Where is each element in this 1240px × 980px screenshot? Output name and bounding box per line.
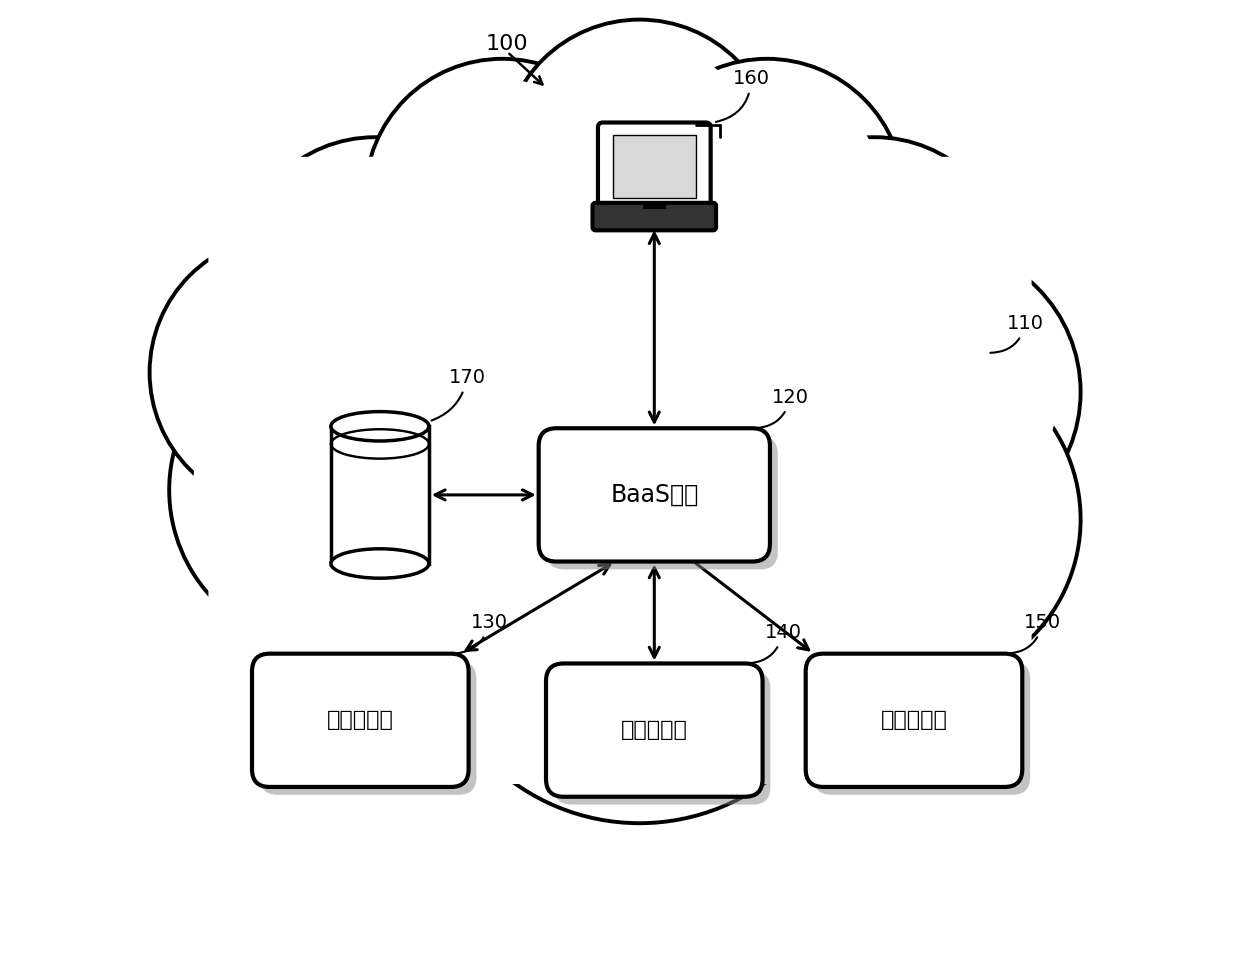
Circle shape (630, 59, 904, 333)
FancyBboxPatch shape (546, 663, 763, 797)
Circle shape (758, 158, 992, 391)
FancyBboxPatch shape (252, 654, 469, 787)
Circle shape (170, 256, 403, 489)
FancyBboxPatch shape (593, 203, 715, 230)
Text: 130: 130 (454, 613, 507, 654)
Circle shape (786, 245, 1080, 539)
Text: 区块链网络: 区块链网络 (327, 710, 394, 730)
Circle shape (238, 137, 512, 412)
FancyBboxPatch shape (806, 654, 1022, 787)
FancyBboxPatch shape (554, 671, 770, 805)
Circle shape (808, 268, 1059, 517)
Circle shape (150, 235, 424, 510)
Text: BaaS平台: BaaS平台 (610, 483, 698, 507)
Text: 170: 170 (432, 368, 486, 420)
Circle shape (456, 424, 823, 791)
Ellipse shape (331, 549, 429, 578)
Text: 140: 140 (748, 623, 801, 663)
Text: 120: 120 (755, 388, 808, 428)
Circle shape (324, 438, 622, 738)
FancyBboxPatch shape (538, 428, 770, 562)
Circle shape (169, 333, 482, 647)
FancyBboxPatch shape (208, 157, 1032, 784)
Circle shape (502, 20, 776, 294)
Text: 150: 150 (1007, 613, 1061, 654)
Circle shape (386, 79, 619, 313)
Circle shape (773, 378, 1055, 662)
Circle shape (192, 357, 459, 623)
Circle shape (650, 79, 884, 313)
Circle shape (424, 392, 856, 823)
Circle shape (366, 59, 640, 333)
FancyBboxPatch shape (613, 135, 696, 198)
Bar (331, 426, 429, 564)
FancyBboxPatch shape (598, 122, 711, 211)
Text: 160: 160 (715, 70, 770, 122)
Text: 区块链网络: 区块链网络 (621, 720, 688, 740)
Text: 区块链网络: 区块链网络 (880, 710, 947, 730)
Circle shape (748, 353, 1080, 686)
Ellipse shape (331, 412, 429, 441)
Text: 100: 100 (486, 34, 528, 54)
Text: 110: 110 (991, 315, 1044, 353)
Circle shape (738, 137, 1012, 412)
Circle shape (258, 158, 491, 391)
FancyBboxPatch shape (547, 436, 777, 569)
Bar (642, 203, 666, 209)
FancyBboxPatch shape (260, 662, 476, 795)
Circle shape (523, 40, 756, 273)
FancyBboxPatch shape (813, 662, 1030, 795)
Circle shape (666, 438, 966, 738)
Circle shape (640, 412, 992, 764)
Circle shape (296, 412, 650, 764)
